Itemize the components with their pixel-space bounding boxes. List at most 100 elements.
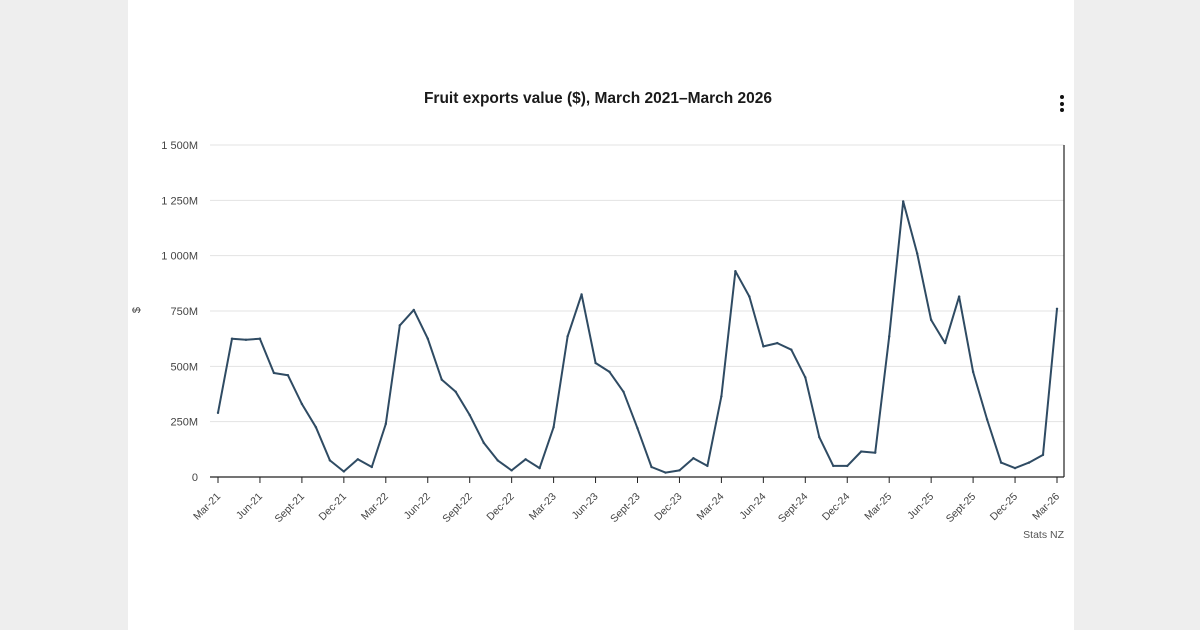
y-tick-label: 500M	[170, 361, 198, 373]
data-point	[860, 450, 863, 453]
data-point	[1027, 461, 1031, 464]
data-point	[971, 370, 975, 374]
data-point	[901, 200, 905, 203]
data-point	[454, 390, 457, 393]
data-point	[300, 402, 304, 406]
data-point	[566, 335, 569, 338]
x-tick-label: Mar-21	[191, 491, 223, 523]
data-point	[622, 390, 625, 393]
data-point	[650, 465, 653, 469]
data-point	[874, 451, 877, 454]
data-point	[356, 458, 360, 461]
x-tick-label: Sept-22	[440, 491, 475, 526]
x-tick-label: Dec-25	[988, 491, 1021, 524]
x-tick-label: Jun-25	[905, 491, 936, 522]
data-point	[720, 395, 723, 398]
axes	[210, 145, 1065, 478]
data-point	[1041, 453, 1045, 457]
grid-lines	[210, 144, 1064, 423]
source-credit: Stats NZ	[1023, 529, 1064, 541]
x-tick-label: Sept-24	[776, 491, 811, 526]
line-chart: 0 250M 500M 750M 1 000M 1 250M 1 500M Mar-21 Ju…	[131, 140, 1065, 525]
x-tick-label: Sept-21	[273, 491, 308, 526]
data-point	[580, 293, 583, 296]
y-tick-label: 1 250M	[161, 195, 198, 207]
data-point	[440, 378, 443, 381]
data-point	[734, 269, 737, 273]
data-point	[552, 426, 555, 429]
x-axis-ticks: Mar-21 Jun-21 Sept-21 Dec-21 Mar-22 Jun-22 Sep…	[191, 477, 1062, 525]
data-point	[832, 464, 835, 468]
data-point	[370, 465, 374, 469]
data-point	[426, 337, 429, 340]
data-point	[314, 426, 318, 429]
x-tick-label: Mar-25	[862, 491, 894, 523]
y-axis-ticks: 0 250M 500M 750M 1 000M 1 250M 1 500M	[161, 140, 198, 484]
data-point	[762, 345, 765, 348]
data-point	[1013, 466, 1017, 470]
data-point	[1055, 307, 1059, 310]
x-tick-label: Mar-24	[695, 491, 727, 523]
data-point	[594, 361, 597, 365]
y-tick-label: 250M	[170, 417, 198, 429]
data-point	[790, 348, 793, 351]
data-point	[748, 295, 751, 298]
x-tick-label: Mar-23	[527, 491, 559, 523]
x-tick-label: Jun-23	[569, 491, 600, 522]
data-point	[678, 469, 681, 472]
chart-card: Fruit exports value ($), March 2021–Marc…	[128, 0, 1074, 630]
data-point	[468, 413, 471, 417]
data-point	[915, 252, 919, 255]
data-point	[888, 335, 891, 338]
data-point	[398, 324, 401, 327]
x-tick-label: Dec-22	[484, 491, 517, 524]
data-point	[342, 470, 346, 473]
data-point	[538, 466, 541, 470]
data-point	[999, 461, 1003, 464]
data-point	[216, 411, 220, 415]
y-tick-label: 0	[192, 472, 198, 484]
data-point	[957, 295, 961, 298]
data-point	[608, 370, 611, 374]
y-axis-label: $	[131, 307, 143, 313]
y-tick-label: 750M	[170, 306, 198, 318]
data-point	[776, 341, 779, 345]
series-line	[217, 200, 1058, 474]
data-point	[244, 338, 248, 341]
data-point	[524, 458, 527, 461]
data-point	[384, 422, 387, 426]
data-point	[985, 418, 989, 421]
data-point	[706, 464, 709, 468]
data-point	[929, 318, 933, 322]
data-point	[412, 308, 415, 312]
data-point	[272, 371, 276, 375]
x-tick-label: Jun-22	[402, 491, 433, 522]
kebab-menu-icon[interactable]	[1056, 95, 1068, 117]
x-tick-label: Sept-25	[944, 491, 979, 526]
x-tick-label: Mar-26	[1030, 491, 1062, 523]
data-point	[496, 459, 499, 462]
data-point	[482, 441, 485, 444]
data-point	[230, 337, 234, 340]
x-tick-label: Mar-22	[359, 491, 391, 523]
data-point	[286, 373, 290, 377]
data-point	[510, 469, 513, 472]
x-tick-label: Dec-21	[317, 491, 350, 524]
data-point	[943, 341, 947, 345]
x-tick-label: Jun-21	[234, 491, 265, 522]
data-point	[818, 435, 821, 439]
y-tick-label: 1 500M	[161, 140, 198, 152]
data-point	[692, 456, 695, 460]
x-tick-label: Sept-23	[608, 491, 643, 526]
data-point	[636, 427, 639, 430]
data-point	[258, 337, 262, 340]
x-tick-label: Dec-23	[652, 491, 685, 524]
y-tick-label: 1 000M	[161, 251, 198, 263]
data-point	[328, 459, 332, 462]
chart-title: Fruit exports value ($), March 2021–Marc…	[423, 90, 773, 107]
series-layer	[216, 200, 1059, 474]
data-point	[664, 471, 667, 474]
data-point	[846, 464, 849, 468]
x-tick-label: Dec-24	[820, 491, 853, 524]
x-tick-label: Jun-24	[737, 491, 768, 522]
